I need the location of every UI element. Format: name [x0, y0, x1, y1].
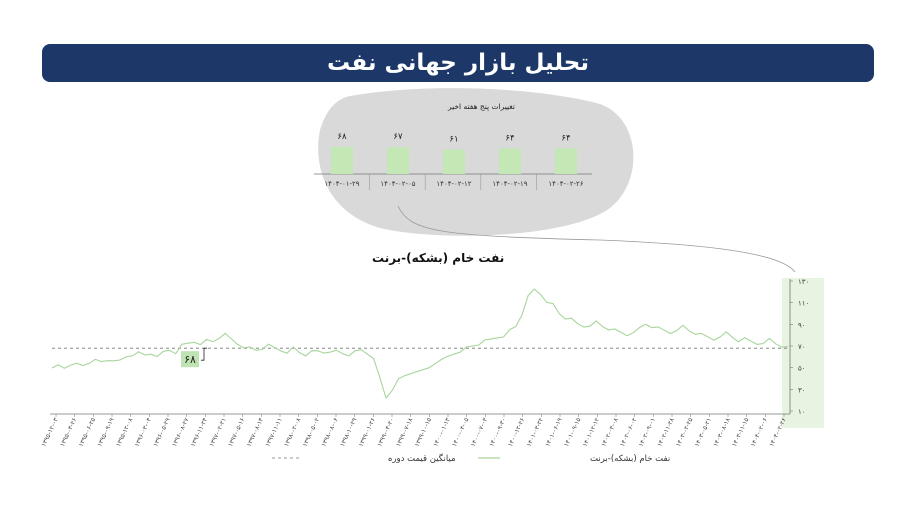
inset-bar-date: ۱۴۰۴-۰۱-۲۹	[324, 180, 359, 188]
x-tick-label: ۱۳۹۷-۰۵-۱۶	[227, 417, 246, 448]
inset-bar-date: ۱۴۰۴-۰۲-۲۶	[548, 180, 583, 188]
inset-bubble	[318, 88, 634, 236]
x-tick-label: ۱۳۹۸-۰۸-۰۶	[320, 417, 339, 448]
x-tick-label: ۱۴۰۱-۰۶-۱۹	[544, 416, 564, 448]
title-bar: تحلیل بازار جهانی نفت	[42, 44, 874, 82]
y-tick-label: ۱۳۰	[798, 278, 809, 286]
inset-chart: تغییرات پنج هفته اخیر ۶۸ ۱۴۰۴-۰۱-۲۹ ۶۷ ۱۴۰۴-…	[314, 102, 592, 190]
y-tick-label: ۱۱۰	[798, 300, 809, 308]
inset-title: تغییرات پنج هفته اخیر	[447, 102, 515, 111]
average-label: ۶۸	[181, 347, 207, 368]
average-label-pointer	[201, 347, 207, 361]
inset-bar	[555, 148, 577, 174]
x-tick-label: ۱۴۰۲-۰۹-۰۱	[638, 417, 657, 448]
x-tick-label: ۱۳۹۸-۱۰-۲۹	[339, 416, 359, 448]
x-tick-label: ۱۴۰۰-۰۹-۳۰	[488, 417, 507, 448]
x-tick-label: ۱۴۰۴-۰۲-۰۶	[750, 417, 769, 448]
x-axis-ticks: ۱۳۹۵-۱۲-۰۳ ۱۳۹۵-۰۳-۲۶ ۱۳۹۵-۰۶-۲۵ ۱۳۹۵-۰۹-۱۹…	[40, 414, 788, 448]
x-tick-label: ۱۳۹۷-۱۱-۱۱	[264, 417, 283, 448]
x-tick-label: ۱۴۰۱-۰۳-۲۲	[526, 416, 546, 448]
x-tick-label: ۱۴۰۳-۰۲-۲۵	[675, 417, 694, 448]
inset-bar-value: ۶۴	[505, 133, 514, 143]
x-tick-label: ۱۴۰۰-۰۴-۰۵	[451, 417, 470, 448]
price-line	[51, 288, 789, 400]
x-tick-label: ۱۴۰۱-۰۹-۱۵	[563, 417, 582, 448]
x-tick-label: ۱۳۹۶-۰۸-۲۷	[171, 416, 191, 448]
x-tick-label: ۱۴۰۴-۰۲-۲۶	[768, 417, 787, 448]
x-tick-label: ۱۳۹۵-۱۲-۰۳	[40, 416, 60, 448]
y-tick-label: ۱۰	[798, 408, 806, 416]
inset-bar-value: ۶۸	[337, 132, 347, 142]
x-tick-label: ۱۳۹۹-۰۱-۲۶	[358, 417, 377, 448]
x-tick-label: ۱۳۹۷-۰۲-۲۱	[208, 417, 227, 448]
x-tick-label: ۱۳۹۸-۰۲-۰۸	[283, 416, 303, 448]
inset-bar	[443, 149, 465, 174]
average-label-text: ۶۸	[184, 353, 196, 366]
x-tick-label: ۱۴۰۳-۰۸-۱۸	[712, 416, 732, 448]
inset-bar	[331, 146, 353, 174]
inset-bar-value: ۶۱	[449, 135, 458, 145]
inset-bar	[387, 147, 409, 174]
inset-connector-line	[397, 205, 796, 273]
x-tick-label: ۱۳۹۵-۱۲-۰۸	[115, 416, 135, 448]
x-tick-label: ۱۳۹۵-۰۳-۲۶	[59, 417, 78, 448]
inset-bar-value: ۶۷	[393, 132, 403, 142]
inset-bar-date: ۱۴۰۴-۰۲-۰۵	[380, 180, 415, 188]
average-label-box	[181, 351, 199, 368]
x-tick-label: ۱۳۹۶-۰۳-۰۴	[134, 417, 153, 448]
y-axis-ticks: ۱۰ ۳۰ ۵۰ ۷۰ ۹۰ ۱۱۰ ۱۳۰	[790, 278, 809, 416]
x-tick-label: ۱۴۰۰-۰۱-۱۳	[432, 416, 452, 448]
x-tick-label: ۱۴۰۰-۰۷-۰۳	[470, 416, 490, 448]
y-tick-label: ۳۰	[798, 386, 806, 394]
x-tick-label: ۱۳۹۵-۰۹-۱۹	[96, 416, 116, 448]
x-tick-label: ۱۴۰۲-۰۶-۰۲	[619, 416, 639, 448]
x-tick-label: ۱۴۰۱-۱۲-۱۲	[582, 416, 602, 448]
x-tick-label: ۱۳۹۸-۰۵-۰۲	[302, 416, 322, 448]
y-tick-label: ۹۰	[798, 321, 806, 329]
x-tick-label: ۱۳۹۹-۰۷-۱۸	[395, 416, 415, 448]
inset-bar-value: ۶۴	[561, 133, 570, 143]
x-tick-label: ۱۳۹۹-۱۰-۱۵	[414, 417, 433, 448]
x-tick-label: ۱۳۹۹-۰۴-۲۰	[376, 417, 395, 448]
inset-bar	[499, 148, 521, 174]
x-tick-label: ۱۳۹۶-۰۵-۲۹	[152, 416, 172, 448]
x-tick-label: ۱۴۰۳-۰۵-۲۱	[694, 417, 713, 448]
inset-bar-date: ۱۴۰۴-۰۲-۱۹	[492, 180, 527, 188]
x-tick-label: ۱۴۰۲-۰۳-۰۸	[600, 416, 620, 448]
legend-price-label: نفت خام (بشکه)-برنت	[590, 454, 670, 464]
legend-average-label: میانگین قیمت دوره	[388, 453, 456, 464]
x-tick-label: ۱۳۹۵-۰۶-۲۵	[78, 417, 97, 448]
x-tick-label: ۱۳۹۶-۱۱-۲۴	[190, 417, 209, 448]
legend: میانگین قیمت دوره نفت خام (بشکه)-برنت	[272, 453, 670, 464]
y-axis-band	[782, 278, 824, 428]
y-tick-label: ۷۰	[798, 343, 806, 351]
chart-title: نفت خام (بشکه)-برنت	[372, 251, 504, 266]
x-tick-label: ۱۳۹۷-۰۸-۱۴	[246, 417, 265, 448]
inset-bar-date: ۱۴۰۴-۰۲-۱۲	[436, 180, 471, 188]
x-tick-label: ۱۴۰۳-۱۱-۱۵	[731, 417, 750, 448]
y-tick-label: ۵۰	[798, 365, 806, 373]
page-title: تحلیل بازار جهانی نفت	[326, 50, 590, 76]
x-tick-label: ۱۴۰۰-۱۲-۲۶	[507, 417, 526, 448]
x-tick-label: ۱۴۰۲-۱۱-۲۸	[656, 416, 676, 448]
